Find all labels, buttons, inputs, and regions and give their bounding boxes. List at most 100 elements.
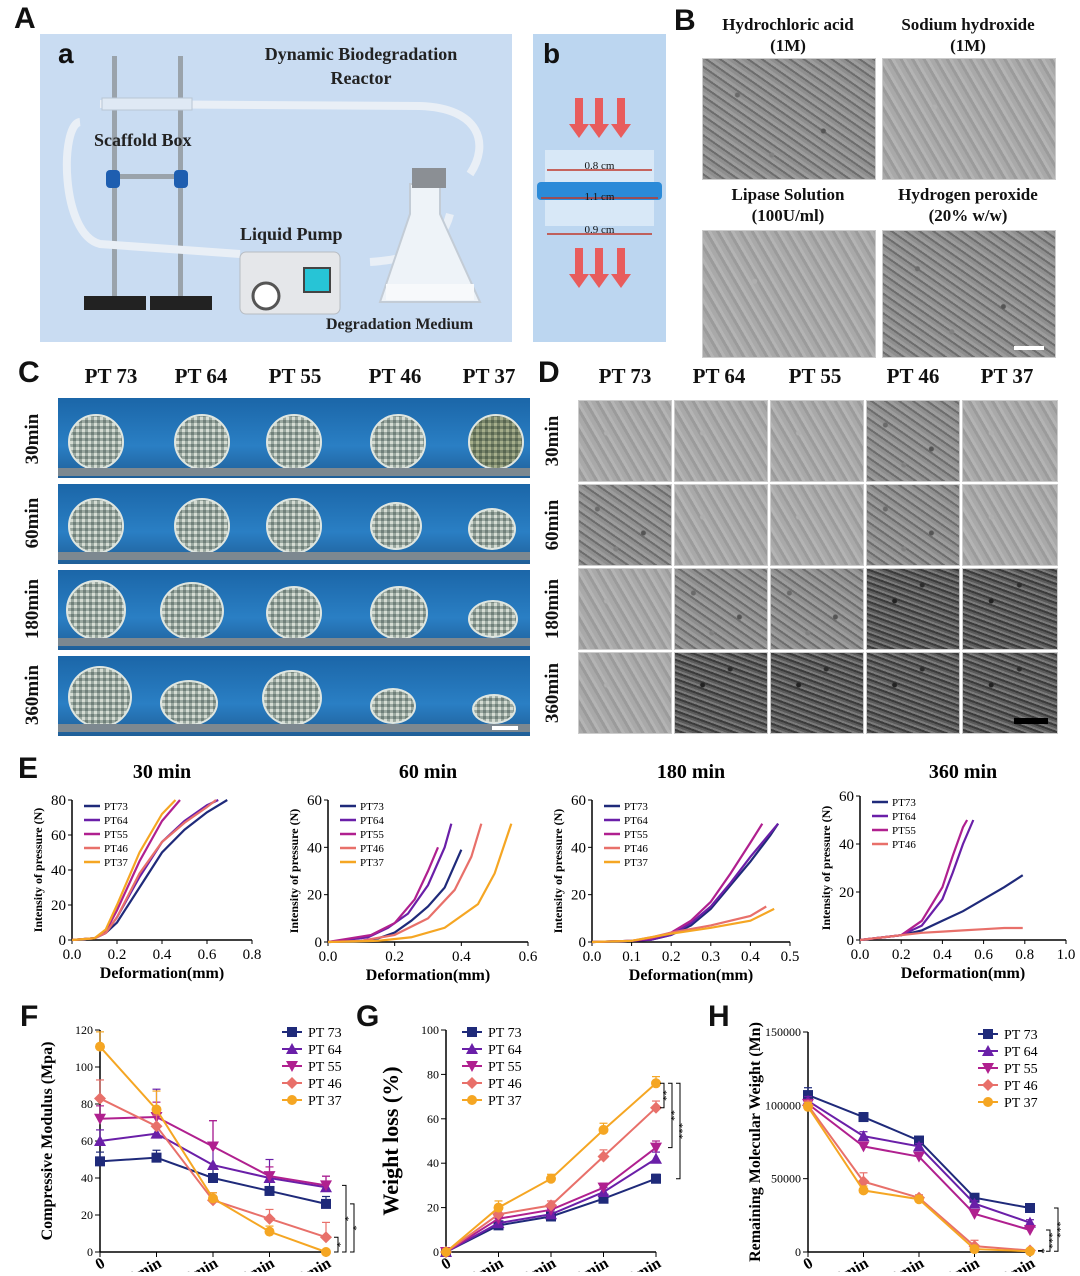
data-point xyxy=(321,1247,331,1257)
d-col-pt46: PT 46 xyxy=(886,364,940,388)
x-tick-label: 60min xyxy=(514,1255,560,1272)
y-tick-label: 100 xyxy=(421,1023,439,1037)
data-point xyxy=(598,1193,609,1204)
scaffold-disc xyxy=(68,498,124,554)
legend-label: PT 73 xyxy=(1004,1028,1038,1043)
y-tick-label: 20 xyxy=(839,885,854,901)
c-photo-180min xyxy=(58,570,530,650)
c-photo-60min xyxy=(58,484,530,564)
data-point xyxy=(263,1212,276,1225)
legend-label: PT55 xyxy=(624,829,648,841)
chart-e-180min: 180 min 0 20 40 60 0.0 0.1 0.2 0.3 0.4 0.5 Deformat… xyxy=(551,761,799,984)
reactor-title-line2: Reactor xyxy=(330,68,392,88)
data-point xyxy=(650,1101,662,1114)
data-point xyxy=(651,1078,661,1089)
legend-label: PT64 xyxy=(624,815,648,827)
series-line xyxy=(807,1104,1031,1252)
data-point xyxy=(286,1077,298,1089)
sem-b-title-2-line2: (1M) xyxy=(950,36,986,55)
significance-marker: ** xyxy=(661,1090,673,1101)
legend-label: PT46 xyxy=(624,843,648,855)
y-tick-label: 40 xyxy=(427,1156,439,1170)
y-tick-label: 60 xyxy=(571,793,586,809)
data-point xyxy=(94,1135,106,1146)
sem-image xyxy=(866,652,960,734)
x-tick-label: 0.3 xyxy=(701,949,720,965)
rail xyxy=(58,552,530,560)
scaffold-box-label: Scaffold Box xyxy=(94,130,192,150)
d-col-pt55: PT 55 xyxy=(788,364,842,388)
y-tick-label: 0 xyxy=(795,1245,801,1259)
x-tick-label: 60min xyxy=(882,1255,928,1272)
sem-b-title-3-line1: Lipase Solution xyxy=(731,185,845,204)
y-tick-label: 60 xyxy=(51,828,66,844)
significance-marker: *** xyxy=(1055,1221,1067,1238)
degradation-medium-label: Degradation Medium xyxy=(326,316,474,333)
data-point xyxy=(466,1077,478,1089)
data-point xyxy=(546,1173,556,1184)
data-point xyxy=(287,1027,297,1037)
series-line-pt37 xyxy=(327,823,513,944)
x-tick-label: 0.6 xyxy=(974,947,993,963)
data-point xyxy=(263,1171,276,1183)
sem-image xyxy=(866,568,960,650)
legend-label: PT55 xyxy=(104,829,128,841)
d-col-pt64: PT 64 xyxy=(692,364,746,388)
data-point xyxy=(320,1180,332,1192)
legend-label: PT46 xyxy=(360,843,384,855)
c-col-pt64: PT 64 xyxy=(174,364,228,388)
legend-label: PT 37 xyxy=(308,1094,342,1109)
x-tick-label: 360min xyxy=(986,1255,1038,1272)
data-point xyxy=(207,1159,219,1171)
y-axis-label: Intensity of pressure (N) xyxy=(551,809,565,934)
sem-image xyxy=(578,400,672,482)
c-photo-30min xyxy=(58,398,530,478)
significance-marker: * xyxy=(343,1216,355,1222)
scaffold-disc xyxy=(370,414,426,470)
data-point xyxy=(208,1173,218,1183)
reactor-diagram: a Dynamic Biodegradation Reactor Scaffol… xyxy=(40,34,512,342)
significance-bracket xyxy=(660,1082,665,1109)
data-point xyxy=(466,1061,478,1072)
series-line xyxy=(445,1082,657,1253)
y-axis-label: Weight loss (%) xyxy=(378,1066,403,1215)
data-point xyxy=(441,1247,451,1257)
legend-label: PT55 xyxy=(892,825,916,837)
scaffold-dimension-diagram: b 0.8 cm 1.1 cm 0.9 cm xyxy=(533,34,666,342)
scaffold-disc xyxy=(370,586,428,640)
legend-label: PT73 xyxy=(360,801,384,813)
dim-top-label: 0.8 cm xyxy=(584,160,615,172)
x-tick-label: 180min xyxy=(225,1255,277,1272)
data-point xyxy=(982,1079,994,1091)
legend-label: PT73 xyxy=(104,801,128,813)
data-point xyxy=(207,1141,219,1153)
data-point xyxy=(94,1113,106,1125)
y-tick-label: 100 xyxy=(75,1060,93,1074)
x-tick-label: 0.4 xyxy=(933,947,952,963)
legend-label: PT64 xyxy=(360,815,384,827)
x-tick-label: 0.0 xyxy=(319,949,338,965)
scaffold-disc xyxy=(262,670,322,726)
scaffold-disc xyxy=(68,666,132,728)
significance-bracket xyxy=(334,1236,339,1253)
dim-bottom-label: 0.9 cm xyxy=(584,224,615,236)
data-point xyxy=(208,1193,218,1204)
data-point xyxy=(151,1104,162,1115)
x-tick-label: 0.2 xyxy=(662,949,681,965)
significance-marker: * xyxy=(335,1242,347,1248)
chart-title: 60 min xyxy=(399,761,457,783)
sem-image xyxy=(674,568,768,650)
data-point xyxy=(857,1130,870,1142)
y-tick-label: 40 xyxy=(51,863,66,879)
y-tick-label: 20 xyxy=(307,888,322,904)
sem-b-title-1-line1: Hydrochloric acid xyxy=(722,15,854,34)
legend-label: PT46 xyxy=(104,843,128,855)
y-tick-label: 20 xyxy=(571,888,586,904)
y-tick-label: 40 xyxy=(307,840,322,856)
data-point xyxy=(857,1141,870,1153)
sem-image xyxy=(578,652,672,734)
chart-e-30min: 30 min 0 20 40 60 80 0.0 0.2 0.4 0.6 0.8 Deformatio… xyxy=(31,761,261,982)
sem-hcl-image xyxy=(702,58,876,180)
y-tick-label: 20 xyxy=(51,898,66,914)
